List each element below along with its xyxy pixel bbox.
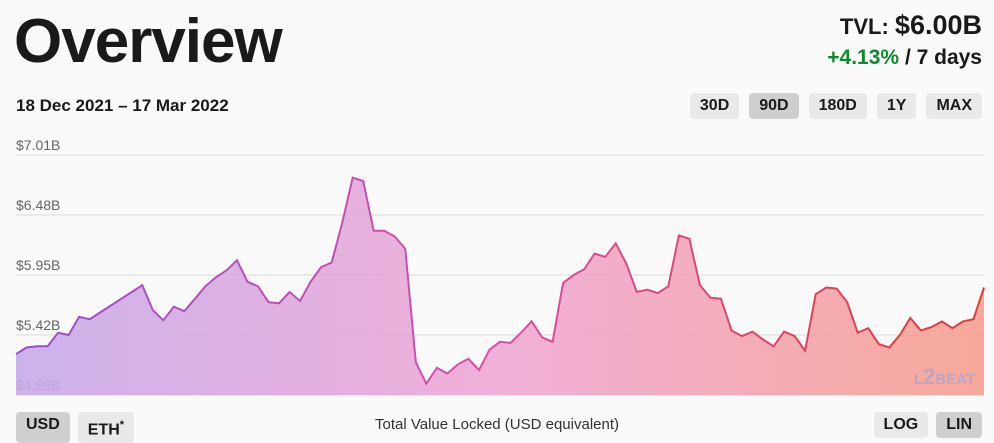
y-tick-label: $5.42B	[16, 317, 60, 333]
log-scale-button[interactable]: LOG	[873, 412, 929, 438]
chart-caption: Total Value Locked (USD equivalent)	[374, 416, 620, 433]
page-title: Overview	[14, 7, 283, 76]
logo-suffix: BEAT	[935, 371, 976, 388]
tvl-change: +4.13% / 7 days	[827, 46, 982, 70]
logo-two: 2	[923, 364, 936, 389]
currency-selector: USD ETH*	[16, 412, 135, 443]
logo-prefix: L	[914, 371, 924, 388]
tvl-chart: $7.01B$6.48B$5.95B$5.42B$4.89B	[15, 137, 985, 396]
tvl-summary: TVL: $6.00B	[840, 10, 982, 42]
period-30d-button[interactable]: 30D	[689, 93, 740, 119]
eth-label: ETH	[87, 421, 120, 439]
period-max-button[interactable]: MAX	[926, 93, 982, 119]
period-1y-button[interactable]: 1Y	[876, 93, 917, 119]
eth-button[interactable]: ETH*	[77, 412, 135, 443]
tvl-value: $6.00B	[894, 10, 982, 40]
period-90d-button[interactable]: 90D	[749, 93, 799, 119]
scale-selector: LOG LIN	[873, 412, 982, 438]
y-tick-label: $5.95B	[16, 257, 60, 273]
period-selector: 30D 90D 180D 1Y MAX	[689, 93, 982, 119]
y-tick-label: $7.01B	[16, 137, 60, 153]
tvl-line	[15, 176, 985, 386]
tvl-area	[16, 177, 984, 395]
change-percent: +4.13%	[827, 46, 900, 69]
period-180d-button[interactable]: 180D	[808, 93, 867, 119]
y-tick-label: $6.48B	[16, 197, 60, 213]
eth-asterisk: *	[119, 419, 125, 431]
change-period: / 7 days	[904, 46, 982, 69]
l2beat-logo: L2BEAT	[914, 364, 975, 390]
date-range: 18 Dec 2021 – 17 Mar 2022	[16, 96, 229, 115]
lin-scale-button[interactable]: LIN	[936, 412, 982, 438]
tvl-label: TVL:	[839, 14, 889, 39]
usd-button[interactable]: USD	[16, 412, 70, 443]
